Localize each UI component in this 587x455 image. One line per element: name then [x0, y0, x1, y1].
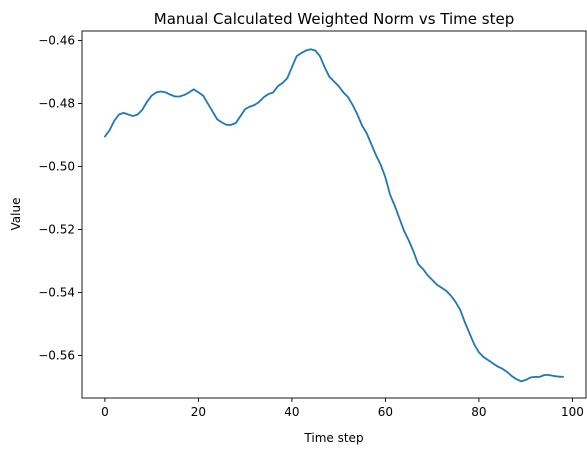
y-tick-label: −0.50	[38, 159, 75, 173]
x-axis: 0 20 40 60 80 100	[101, 398, 584, 419]
plot-frame	[81, 30, 587, 399]
y-tick-label: −0.54	[38, 285, 75, 299]
x-tick-label: 80	[471, 405, 486, 419]
x-tick-label: 100	[561, 405, 584, 419]
y-axis: −0.56 −0.54 −0.52 −0.50 −0.48 −0.46	[38, 33, 82, 362]
series-line	[104, 48, 564, 383]
x-tick-label: 20	[191, 405, 206, 419]
y-tick-label: −0.56	[38, 348, 75, 362]
y-tick-label: −0.52	[38, 222, 75, 236]
y-tick-label: −0.48	[38, 96, 75, 110]
chart-title: Manual Calculated Weighted Norm vs Time …	[154, 10, 514, 28]
y-tick-label: −0.46	[38, 33, 75, 47]
x-tick-label: 0	[101, 405, 109, 419]
y-axis-label: Value	[9, 198, 23, 231]
x-axis-label: Time step	[303, 431, 363, 445]
x-tick-label: 40	[284, 405, 299, 419]
x-tick-label: 60	[378, 405, 393, 419]
